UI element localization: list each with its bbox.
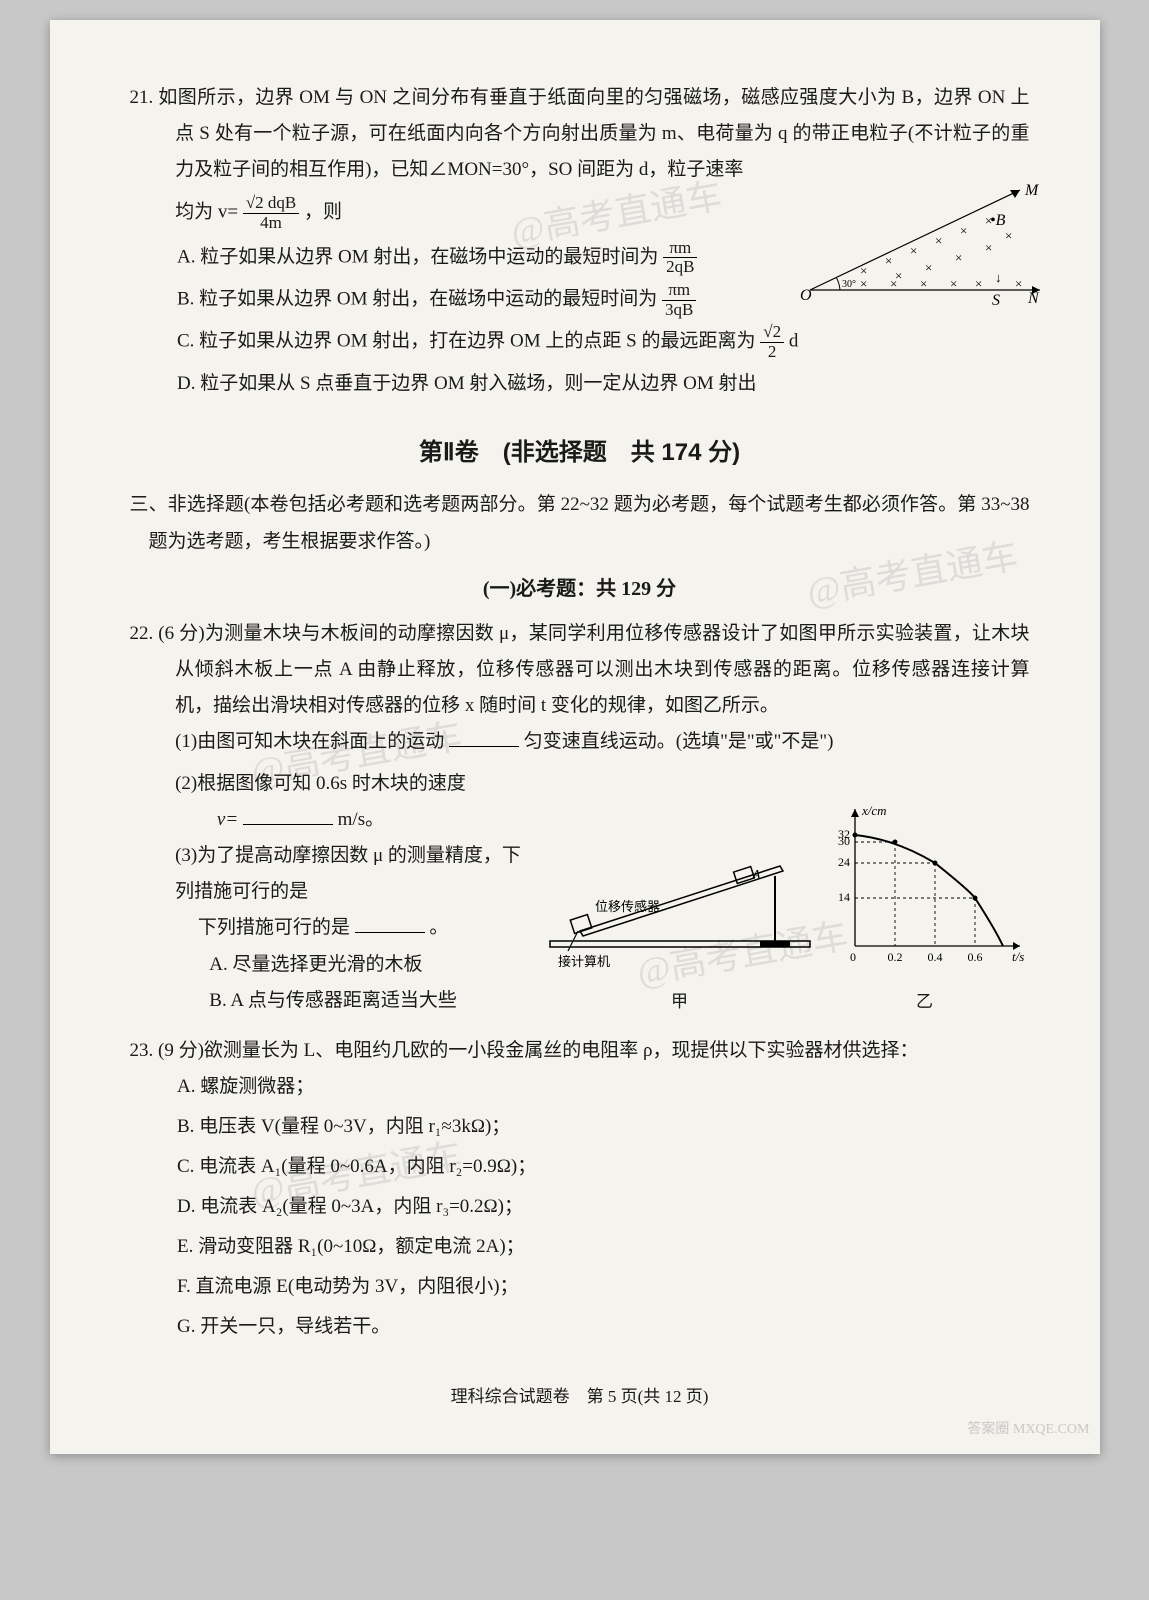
svg-text:×: × (950, 276, 957, 291)
svg-text:32: 32 (838, 827, 850, 841)
q21-stem-text: 如图所示，边界 OM 与 ON 之间分布有垂直于纸面向里的匀强磁场，磁感应强度大… (158, 87, 1029, 180)
svg-text:24: 24 (838, 855, 850, 869)
svg-text:A: A (751, 868, 761, 883)
q23-option-f: F. 直流电源 E(电动势为 3V，内阻很小)； (177, 1269, 1030, 1305)
q23-option-b: B. 电压表 V(量程 0~3V，内阻 r₁≈3kΩ)； (177, 1109, 1030, 1145)
q23-options: A. 螺旋测微器； B. 电压表 V(量程 0~3V，内阻 r₁≈3kΩ)； C… (130, 1069, 1030, 1346)
q22-option-b: B. A 点与传感器距离适当大些 (175, 983, 539, 1019)
q23-option-c: C. 电流表 A₁(量程 0~0.6A，内阻 r₂=0.9Ω)； (177, 1149, 1030, 1185)
q22-option-a: A. 尽量选择更光滑的木板 (175, 947, 539, 983)
svg-text:×: × (1005, 228, 1012, 243)
caption-yi: 乙 (820, 986, 1030, 1018)
svg-text:30°: 30° (842, 279, 856, 290)
q23-option-g: G. 开关一只，导线若干。 (177, 1309, 1030, 1345)
section-2-subtitle: (一)必考题：共 129 分 (130, 570, 1030, 608)
svg-text:M: M (1024, 182, 1040, 199)
page-footer: 理科综合试题卷 第 5 页(共 12 页) (130, 1381, 1030, 1413)
q21-option-c: C. 粒子如果从边界 OM 射出，打在边界 OM 上的点距 S 的最远距离为 √… (177, 323, 1030, 361)
q21-fraction: √2 dqB 4m (243, 194, 299, 232)
q22-graph: x/cm t/s 14 24 30 32 0.2 0.4 (820, 801, 1030, 1018)
svg-text:O: O (800, 287, 812, 304)
svg-text:×: × (890, 276, 897, 291)
svg-text:×: × (955, 250, 962, 265)
q21-diagram: 30° ××× ××× ××× ×× ××× ××× ↓ O M N S •B (800, 180, 1050, 320)
exam-page: @高考直通车 @高考直通车 @高考直通车 @高考直通车 @高考直通车 21. 如… (50, 20, 1100, 1454)
q23-option-e: E. 滑动变阻器 R₁(0~10Ω，额定电流 2A)； (177, 1229, 1030, 1265)
section-2-title: 第Ⅱ卷 (非选择题 共 174 分) (130, 430, 1030, 476)
svg-text:0: 0 (850, 950, 856, 964)
svg-text:×: × (920, 276, 927, 291)
svg-text:↓: ↓ (995, 270, 1002, 285)
q22-number: 22. (130, 623, 154, 644)
q21-number: 21. (130, 87, 154, 108)
svg-text:14: 14 (838, 890, 850, 904)
q23-option-d: D. 电流表 A₂(量程 0~3A，内阻 r₃=0.2Ω)； (177, 1189, 1030, 1225)
svg-text:•B: •B (990, 212, 1006, 229)
svg-text:S: S (992, 292, 1000, 309)
svg-text:×: × (960, 223, 967, 238)
q23-option-a: A. 螺旋测微器； (177, 1069, 1030, 1105)
q22-apparatus-diagram: A 位移传感器 接计算机 甲 (540, 821, 820, 1018)
question-22: 22. (6 分)为测量木块与木板间的动摩擦因数 μ，某同学利用位移传感器设计了… (130, 616, 1030, 1019)
svg-text:x/cm: x/cm (861, 803, 887, 818)
question-21: 21. 如图所示，边界 OM 与 ON 之间分布有垂直于纸面向里的匀强磁场，磁感… (130, 80, 1030, 402)
blank-input[interactable] (243, 806, 333, 825)
svg-text:×: × (975, 276, 982, 291)
svg-text:位移传感器: 位移传感器 (595, 899, 660, 914)
q21-formula-lhs: 均为 v= (175, 202, 238, 223)
blank-input[interactable] (355, 914, 425, 933)
svg-text:0.4: 0.4 (927, 950, 942, 964)
q23-header: 23. (9 分)欲测量长为 L、电阻约几欧的一小段金属丝的电阻率 ρ，现提供以… (130, 1033, 1030, 1069)
svg-text:0.6: 0.6 (967, 950, 982, 964)
svg-text:N: N (1027, 290, 1040, 307)
q22-header: 22. (6 分)为测量木块与木板间的动摩擦因数 μ，某同学利用位移传感器设计了… (130, 616, 1030, 724)
q22-part3: (3)为了提高动摩擦因数 μ 的测量精度，下列措施可行的是 (175, 838, 539, 910)
svg-text:×: × (935, 233, 942, 248)
corner-watermark: 答案圈 MXQE.COM (967, 1417, 1089, 1444)
svg-text:0.2: 0.2 (887, 950, 902, 964)
svg-text:×: × (1015, 276, 1022, 291)
caption-jia: 甲 (540, 986, 820, 1018)
question-23: 23. (9 分)欲测量长为 L、电阻约几欧的一小段金属丝的电阻率 ρ，现提供以… (130, 1033, 1030, 1346)
q21-stem-tail: ，则 (304, 202, 342, 223)
q22-left-column: (2)根据图像可知 0.6s 时木块的速度 v= m/s。 (3)为了提高动摩擦… (175, 766, 539, 1019)
svg-text:接计算机: 接计算机 (558, 954, 610, 969)
q23-number: 23. (130, 1040, 154, 1061)
q21-stem: 21. 如图所示，边界 OM 与 ON 之间分布有垂直于纸面向里的匀强磁场，磁感… (130, 80, 1030, 188)
svg-text:t/s: t/s (1012, 949, 1024, 964)
svg-text:×: × (910, 243, 917, 258)
q22-part2: (2)根据图像可知 0.6s 时木块的速度 (175, 766, 539, 802)
q22-part1: (1)由图可知木块在斜面上的运动 匀变速直线运动。(选填"是"或"不是") (175, 724, 1029, 760)
blank-input[interactable] (449, 728, 519, 747)
svg-text:×: × (885, 253, 892, 268)
section-2-instructions: 三、非选择题(本卷包括必考题和选考题两部分。第 22~32 题为必考题，每个试题… (130, 487, 1030, 559)
svg-text:×: × (985, 240, 992, 255)
svg-text:×: × (925, 260, 932, 275)
svg-text:×: × (860, 276, 867, 291)
q21-option-d: D. 粒子如果从 S 点垂直于边界 OM 射入磁场，则一定从边界 OM 射出 (177, 366, 1030, 402)
